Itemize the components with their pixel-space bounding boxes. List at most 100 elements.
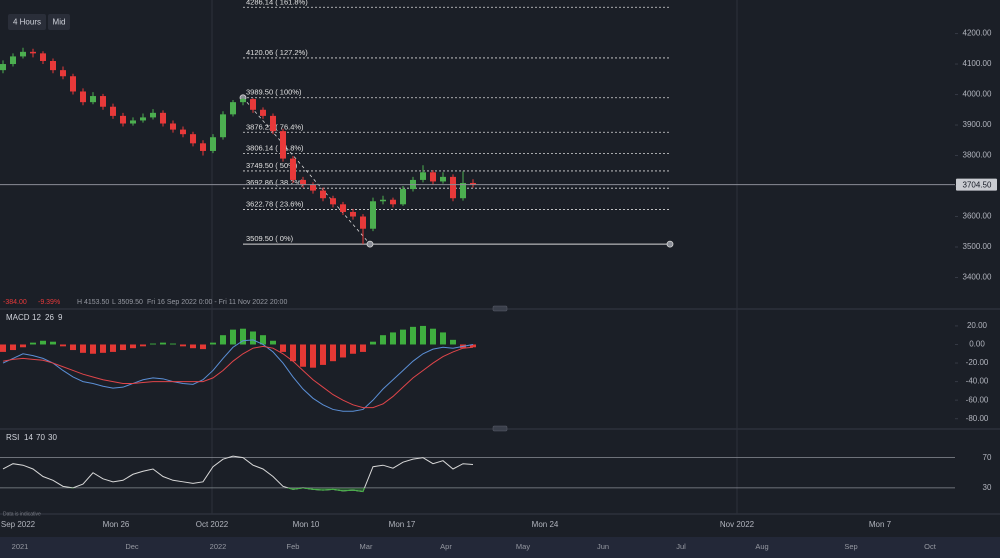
candle-body	[390, 199, 396, 205]
navigator-label: May	[516, 542, 530, 551]
fib-label: 4286.14 ( 161.8%)	[246, 0, 308, 6]
navigator-label: Dec	[125, 542, 139, 551]
histogram-bar	[290, 344, 296, 362]
navigator-label: Jul	[676, 542, 686, 551]
price-mode-button[interactable]	[48, 14, 70, 30]
candle-body	[190, 134, 196, 144]
candle-body	[370, 201, 376, 229]
histogram-bar	[80, 344, 86, 353]
price-mode-label: Mid	[53, 18, 66, 27]
indicator-param: 9	[58, 313, 63, 322]
x-tick-label: Mon 26	[103, 520, 130, 529]
fib-label: 3622.78 ( 23.6%)	[246, 200, 304, 209]
histogram-bar	[310, 344, 316, 368]
last-price-label: 3704.50	[963, 180, 992, 189]
candle-body	[470, 182, 476, 185]
histogram-bar	[390, 332, 396, 345]
x-tick-label: Mon 10	[293, 520, 320, 529]
fib-label: 3806.14 ( 61.8%)	[246, 144, 304, 153]
candle-body	[330, 198, 336, 205]
histogram-bar	[330, 344, 336, 362]
histogram-bar	[230, 329, 236, 345]
candle-body	[70, 76, 76, 92]
candle-body	[270, 115, 276, 132]
histogram-bar	[470, 344, 476, 348]
candle-body	[210, 137, 216, 151]
candle-body	[170, 123, 176, 130]
histogram-bar	[70, 344, 76, 351]
candle-body	[440, 176, 446, 182]
histogram-bar	[180, 344, 186, 347]
y-tick-label: 3600.00	[963, 212, 992, 221]
indicator-param: 70	[36, 433, 45, 442]
candle-body	[30, 51, 36, 54]
disclaimer: Data is indicative	[3, 511, 41, 517]
histogram-bar	[270, 340, 276, 345]
interval-button[interactable]	[8, 14, 46, 30]
histogram-bar	[20, 344, 26, 348]
histogram-bar	[40, 340, 46, 345]
navigator-label: 2022	[210, 542, 227, 551]
pane-resize-handle[interactable]	[492, 305, 508, 312]
histogram-bar	[90, 344, 96, 354]
histogram-bar	[380, 335, 386, 345]
histogram-bar	[30, 342, 36, 345]
candle-body	[400, 189, 406, 205]
x-tick-label: Sep 2022	[1, 520, 36, 529]
candle-body	[120, 115, 126, 124]
candle-body	[140, 117, 146, 121]
indicator-param: 14	[24, 433, 33, 442]
histogram-bar	[170, 343, 176, 345]
candle-body	[280, 131, 286, 159]
navigator-label: Mar	[360, 542, 373, 551]
last-price-box	[956, 178, 997, 191]
histogram-bar	[400, 329, 406, 345]
histogram-bar	[60, 344, 66, 347]
x-tick-label: Mon 7	[869, 520, 892, 529]
y-tick-label: 30	[983, 483, 992, 492]
change: -384.00	[3, 299, 27, 306]
histogram-bar	[320, 344, 326, 365]
navigator-label: Oct	[924, 542, 937, 551]
y-tick-label: 0.00	[969, 340, 985, 349]
y-tick-label: -40.00	[966, 377, 989, 386]
histogram-bar	[120, 344, 126, 351]
fib-label: 4120.06 ( 127.2%)	[246, 48, 308, 57]
x-tick-label: Nov 2022	[720, 520, 755, 529]
indicator-param: 26	[45, 313, 54, 322]
histogram-bar	[50, 341, 56, 345]
y-tick-label: -80.00	[966, 414, 989, 423]
histogram-bar	[200, 344, 206, 350]
x-tick-label: Mon 24	[532, 520, 559, 529]
y-tick-label: 70	[983, 453, 992, 462]
indicator-title: RSI	[6, 433, 19, 442]
candle-body	[360, 216, 366, 229]
histogram-bar	[240, 328, 246, 345]
candle-body	[90, 96, 96, 103]
histogram-bar	[300, 344, 306, 367]
candle-body	[230, 102, 236, 115]
indicator-line	[2, 339, 474, 412]
navigator[interactable]	[0, 537, 1000, 558]
histogram-bar	[280, 344, 286, 352]
navigator-label: Aug	[755, 542, 768, 551]
candle-body	[20, 51, 26, 57]
candle-body	[50, 60, 56, 71]
indicator-title: MACD	[6, 313, 30, 322]
period-high: H 4153.50	[77, 299, 109, 306]
histogram-bar	[220, 335, 226, 345]
interval-label: 4 Hours	[13, 18, 41, 27]
y-tick-label: 3400.00	[963, 273, 992, 282]
y-tick-label: 4000.00	[963, 90, 992, 99]
histogram-bar	[140, 344, 146, 347]
candle-body	[80, 91, 86, 103]
y-tick-label: 20.00	[967, 321, 988, 330]
candle-body	[420, 172, 426, 180]
pane-resize-handle[interactable]	[492, 425, 508, 432]
navigator-label: Jun	[597, 542, 609, 551]
y-tick-label: 4100.00	[963, 59, 992, 68]
candle-body	[240, 99, 246, 103]
navigator-label: Feb	[287, 542, 300, 551]
